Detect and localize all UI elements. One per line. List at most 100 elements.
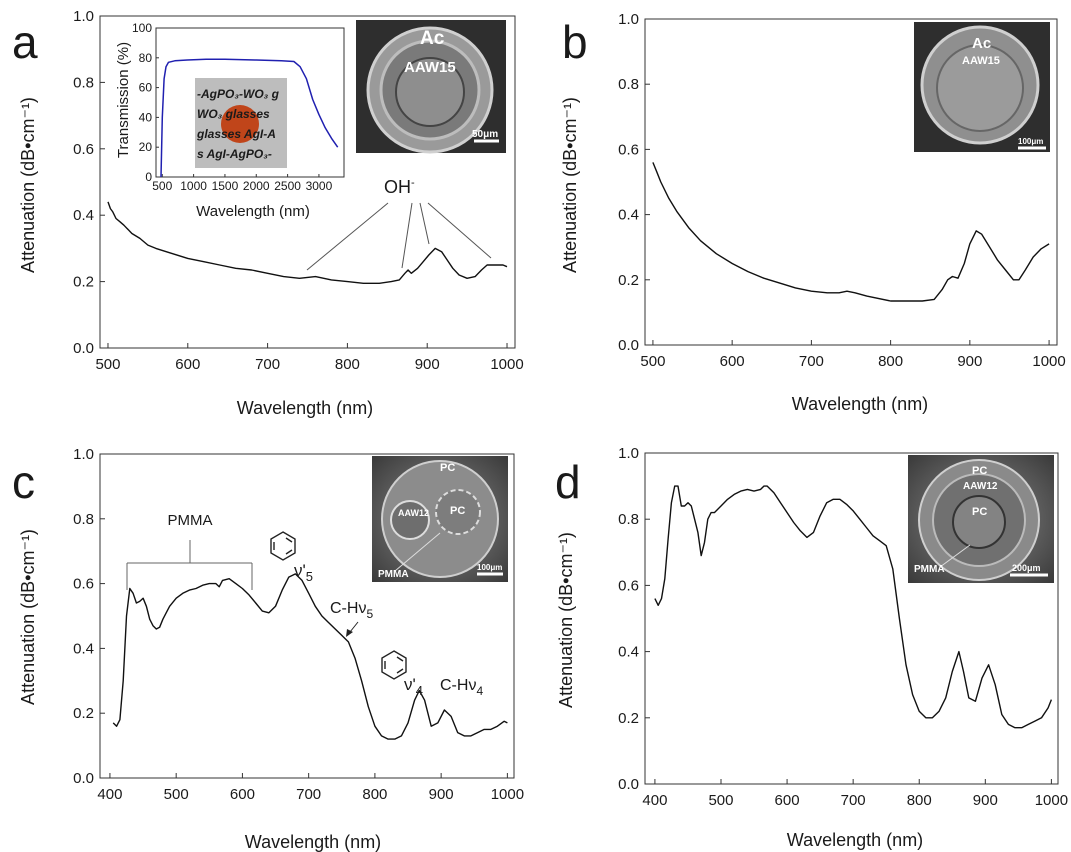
micrograph-c-label-pc-inner: PC [450,505,465,517]
annotation-oh-text: OH- [384,177,415,197]
plot-b: 500 600 700 800 900 1000 0.0 0.2 0.4 0.6 0.8 1.0 [618,11,1066,370]
inset-a-x-tick-label: 1500 [212,179,239,193]
micrograph-b-label-ac: Ac [972,35,991,52]
ylabel-d: Attenuation (dB•cm⁻¹) [556,532,576,708]
plot-c: 400 500 600 700 800 900 1000 0.0 0.2 0.4 0.6 0.8 1.0 [73,446,524,803]
plot-d: 400 500 600 700 800 900 1000 0.0 0.2 0.4 0.6 0.8 1.0 [618,445,1068,809]
micrograph-d-label-pmma: PMMA [914,564,945,575]
annotation-v5: ν'5 [294,561,313,584]
panel-letter-b: b [562,16,588,68]
xlabel-b: Wavelength (nm) [792,394,928,414]
inset-xlabel-a: Wavelength (nm) [196,203,310,220]
annotation-v4: ν'4 [404,675,423,698]
plot-c-series-line-0 [112,573,508,740]
plot-c-y-tick-label: 0.0 [73,770,94,787]
plot-d-x-tick-label: 1000 [1035,792,1068,809]
plot-c-x-tick-label: 800 [362,786,387,803]
panel-letter-d: d [555,456,581,508]
micrograph-c-pointer [394,532,441,572]
plot-b-x-tick-label: 800 [878,353,903,370]
plot-c-x-tick-label: 500 [164,786,189,803]
micrograph-d-label-pc-inner: PC [972,506,987,518]
micrograph-c-label-pmma: PMMA [378,569,409,580]
xlabel-a: Wavelength (nm) [237,398,373,418]
plot-d-series-line-0 [654,485,1053,729]
plot-c-x-tick-label: 700 [296,786,321,803]
scale-bar-label-d: 200μm [1012,563,1041,573]
micrograph-a-label-ac: Ac [420,28,445,49]
benzene-icon-v4 [381,650,407,680]
plot-a-series-line-0 [107,201,508,284]
plot-b-y-tick-label: 0.8 [618,76,639,93]
inset-a-x-tick-label: 1000 [180,179,207,193]
fiber-core-d [952,495,1006,549]
plot-d-x-tick-label: 500 [708,792,733,809]
plot-c-x-tick-label: 400 [97,786,122,803]
plot-d-axes-frame [644,452,1059,785]
micrograph-c-label-pc-outer: PC [440,462,455,474]
annotation-pmma-bracket [126,540,253,590]
ylabel-c: Attenuation (dB•cm⁻¹) [18,529,38,705]
plot-c-y-tick-label: 0.6 [73,576,94,593]
annotation-ch-v4: C-Hν4 [440,677,483,698]
plot-b-x-tick-label: 700 [799,353,824,370]
inset-a-y-tick-label: 60 [139,81,153,95]
plot-b-x-tick-label: 500 [640,353,665,370]
inset-a-y-tick-label: 100 [132,21,152,35]
plot-c-y-tick-label: 0.8 [73,511,94,528]
plot-c-x-tick-label: 900 [429,786,454,803]
panel-letter-c: c [12,456,35,508]
ylabel-b: Attenuation (dB•cm⁻¹) [560,97,580,273]
fiber-core-b [936,44,1024,132]
xlabel-d: Wavelength (nm) [787,830,923,850]
inset-a-x-tick-label: 3000 [306,179,333,193]
panel-letter-a: a [12,16,38,68]
plot-a-x-tick-label: 500 [95,356,120,373]
micrograph-b-label-core: AAW15 [962,55,1000,67]
plot-d-x-tick-label: 800 [907,792,932,809]
annotation-ch-v5-arrow [346,621,359,637]
plot-a-y-tick-label: 0.8 [73,74,94,91]
plot-c-axes-frame [99,453,515,779]
scale-bar-label-c: 100μm [477,563,502,572]
inset-a-x-tick-label: 2000 [243,179,270,193]
inset-a-y-tick-label: 80 [139,51,153,65]
xlabel-c: Wavelength (nm) [245,832,381,852]
plot-d-y-tick-label: 0.0 [618,776,639,793]
inset-a-y-tick-label: 40 [139,110,153,124]
plot-b-x-tick-label: 600 [720,353,745,370]
plot-d-y-tick-label: 0.8 [618,511,639,528]
plot-a-y-tick-label: 0.2 [73,274,94,291]
inset-a-x-tick-label: 500 [152,179,172,193]
annotation-pmma: PMMA [168,512,213,529]
micrograph-d-label-aaw: AAW12 [963,481,998,492]
inset-chart-a: 500 1000 1500 2000 2500 3000 0 20 40 60 80 100 [132,21,345,193]
plot-a-x-tick-label: 900 [415,356,440,373]
panel-b: b 500 600 700 800 900 10000.00.20.40.60.81.0 … [560,11,1066,414]
plot-b-y-tick-label: 0.0 [618,337,639,354]
scale-bar-label-a: 50μm [472,129,498,140]
micrograph-c: PC PC AAW12 PMMA 100μm [372,456,508,582]
plot-d-y-tick-label: 1.0 [618,445,639,462]
panel-c: c 400 500 600 700 800 900 1000 0.0 0.2 0.4 0.6 0.8 1… [12,446,524,852]
plot-a-axes-frame [99,15,516,349]
sample-text-line: glasses AgI-A [196,127,276,141]
micrograph-d-label-pc-outer: PC [972,465,987,477]
sample-glass-disk [221,105,259,143]
benzene-icon-v5 [270,531,296,561]
plot-a-x-tick-label: 1000 [490,356,523,373]
sample-text-line: WO₃ glasses [197,107,270,121]
plot-d-y-tick-label: 0.4 [618,644,639,661]
plot-b-y-tick-label: 1.0 [618,11,639,28]
plot-a-x-tick-label: 700 [255,356,280,373]
plot-b-y-tick-label: 0.6 [618,141,639,158]
micrograph-d: PC AAW12 PC PMMA 200μm [908,455,1054,583]
plot-a-x-tick-label: 600 [175,356,200,373]
plot-d-x-tick-label: 700 [841,792,866,809]
inset-a-y-tick-label: 0 [145,170,152,184]
plot-b-y-tick-label: 0.4 [618,207,639,224]
inset-sample-photo: -AgPO₃-WO₃ g WO₃ glasses glasses AgI-A s Ag… [195,78,287,168]
sample-text-line: -AgPO₃-WO₃ g [197,87,280,101]
